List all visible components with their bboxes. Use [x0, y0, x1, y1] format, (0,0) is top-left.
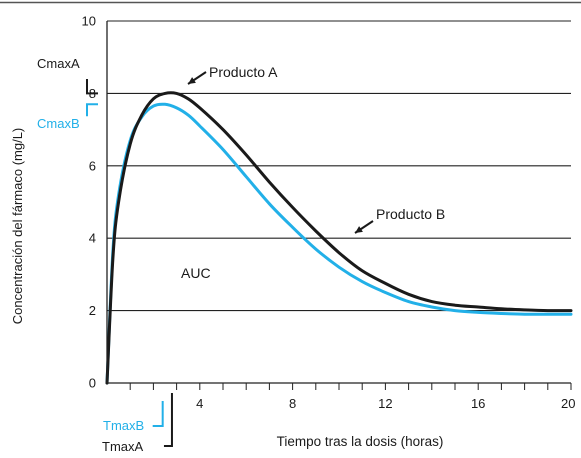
- y-tick-label-10: 10: [82, 14, 96, 29]
- y-tick-label-0: 0: [89, 376, 96, 391]
- series-line-producto-a: [105, 91, 573, 385]
- x-axis-label: Tiempo tras la dosis (horas): [277, 434, 444, 449]
- label-producto-a: Producto A: [209, 64, 278, 80]
- label-producto-b: Producto B: [376, 206, 445, 222]
- label-cmax-a: CmaxA: [37, 56, 80, 71]
- label-tmax-a: TmaxA: [102, 439, 144, 453]
- label-auc: AUC: [181, 265, 211, 281]
- y-tick-label-4: 4: [89, 231, 96, 246]
- x-tick-label-16: 16: [471, 396, 485, 411]
- arrow-producto-b-head: [355, 226, 363, 233]
- bracket-cmax-a: [86, 79, 98, 95]
- label-cmax-b: CmaxB: [37, 116, 80, 131]
- label-tmax-b: TmaxB: [103, 418, 144, 433]
- bracket-tmax-a: [163, 393, 173, 447]
- y-tick-label-2: 2: [89, 303, 96, 318]
- bracket-cmax-b: [86, 103, 98, 117]
- y-tick-label-6: 6: [89, 158, 96, 173]
- arrow-producto-a-head: [188, 77, 196, 84]
- x-tick-label-4: 4: [196, 396, 203, 411]
- x-tick-label-20: 20: [561, 396, 575, 411]
- x-tick-label-12: 12: [378, 396, 392, 411]
- y-axis-label: Concentración del fármaco (mg/L): [10, 128, 25, 325]
- bracket-tmax-b: [152, 401, 164, 427]
- x-tick-label-8: 8: [289, 396, 296, 411]
